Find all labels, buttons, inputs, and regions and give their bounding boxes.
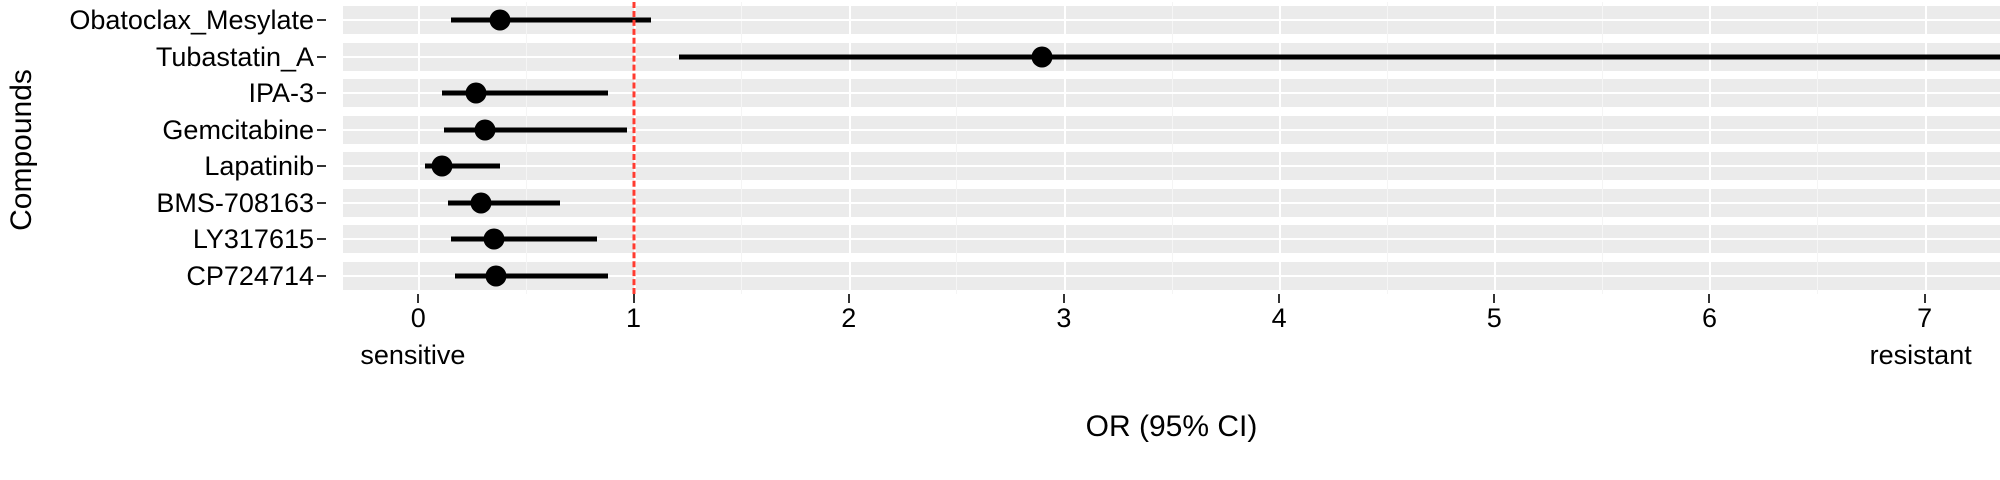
- y-axis-tick-mark: [317, 238, 326, 241]
- confidence-interval-line: [454, 273, 608, 279]
- y-axis-tick-mark: [317, 201, 326, 204]
- confidence-interval-line: [678, 54, 2000, 60]
- x-axis-tick-mark: [847, 294, 850, 303]
- y-axis-tick-label: Tubastatin_A: [155, 41, 314, 72]
- x-axis-tick-label: 0: [410, 303, 426, 333]
- x-axis-tick-label: 3: [1056, 303, 1072, 333]
- grid-line-vertical-minor: [741, 2, 743, 294]
- y-axis-tick-mark: [317, 19, 326, 22]
- x-axis-tick-mark: [1708, 294, 1711, 303]
- plot-panel: [343, 2, 2000, 294]
- grid-line-vertical: [1279, 2, 1282, 294]
- y-axis-tick-mark: [317, 274, 326, 277]
- x-axis-tick-label: 4: [1271, 303, 1287, 333]
- axis-annotation-sensitive: sensitive: [360, 340, 466, 370]
- x-axis-tick-mark: [1493, 294, 1496, 303]
- odds-ratio-point: [489, 9, 511, 31]
- x-axis-tick-mark: [1923, 294, 1926, 303]
- grid-line-horizontal: [343, 274, 2000, 277]
- confidence-interval-line: [450, 17, 651, 23]
- grid-line-vertical-minor: [1601, 2, 1603, 294]
- y-axis-tick-label: LY317615: [192, 224, 314, 255]
- odds-ratio-point: [431, 155, 453, 177]
- grid-line-vertical: [1709, 2, 1712, 294]
- odds-ratio-point: [474, 119, 496, 141]
- confidence-interval-line: [424, 163, 501, 169]
- y-axis-title: Compounds: [0, 0, 44, 300]
- axis-annotation-resistant: resistant: [1869, 340, 1972, 370]
- odds-ratio-point: [485, 265, 507, 287]
- x-axis-tick-mark: [417, 294, 420, 303]
- grid-line-vertical: [418, 2, 421, 294]
- x-axis: 0 1 2 3 4 5 6 7 sensitive resistant: [343, 294, 2000, 370]
- y-axis-tick-label: Gemcitabine: [162, 114, 314, 145]
- grid-line-horizontal: [343, 238, 2000, 241]
- y-axis-tick-mark: [317, 128, 326, 131]
- x-axis-tick-label: 1: [625, 303, 642, 333]
- y-axis-tick-label: Lapatinib: [204, 151, 314, 182]
- confidence-interval-line: [441, 90, 608, 96]
- x-axis-tick-mark: [1278, 294, 1281, 303]
- y-axis-tick-label: IPA-3: [248, 78, 314, 109]
- odds-ratio-point: [470, 192, 492, 214]
- confidence-interval-line: [444, 127, 628, 133]
- grid-line-vertical-minor: [956, 2, 958, 294]
- grid-line-horizontal: [343, 128, 2000, 131]
- y-axis-tick-labels: Obatoclax_Mesylate Tubastatin_A IPA-3 Gemci…: [44, 2, 328, 294]
- grid-line-vertical: [848, 2, 851, 294]
- y-axis-tick-label: CP724714: [186, 260, 314, 291]
- grid-line-horizontal: [343, 201, 2000, 204]
- x-axis-title: OR (95% CI): [1085, 410, 1258, 443]
- x-axis-tick-label: 2: [841, 303, 857, 333]
- grid-line-horizontal: [343, 165, 2000, 168]
- grid-line-vertical-minor: [525, 2, 527, 294]
- confidence-interval-line: [450, 236, 597, 242]
- y-axis-tick-label: Obatoclax_Mesylate: [69, 5, 314, 36]
- grid-line-vertical: [1924, 2, 1927, 294]
- reference-line: [632, 2, 635, 294]
- x-axis-tick-label: 7: [1917, 303, 1933, 333]
- x-axis-tick-label: 6: [1701, 303, 1717, 333]
- y-axis-tick-mark: [317, 165, 326, 168]
- y-axis-tick-mark: [317, 92, 326, 95]
- grid-line-horizontal: [343, 19, 2000, 22]
- y-axis-tick-label: BMS-708163: [156, 187, 314, 218]
- x-axis-tick-label: 5: [1486, 303, 1502, 333]
- x-axis-tick-mark: [632, 294, 635, 303]
- odds-ratio-point: [1031, 46, 1053, 68]
- grid-line-vertical-minor: [1817, 2, 1819, 294]
- y-axis-tick-mark: [317, 55, 326, 58]
- confidence-interval-line: [448, 200, 561, 206]
- grid-line-vertical-minor: [1171, 2, 1173, 294]
- y-axis-title-text: Compounds: [5, 69, 39, 231]
- odds-ratio-point: [483, 228, 505, 250]
- grid-line-vertical-minor: [1386, 2, 1388, 294]
- grid-line-horizontal: [343, 92, 2000, 95]
- grid-line-vertical: [1494, 2, 1497, 294]
- x-axis-tick-mark: [1062, 294, 1065, 303]
- grid-line-vertical: [1063, 2, 1066, 294]
- odds-ratio-point: [465, 82, 487, 104]
